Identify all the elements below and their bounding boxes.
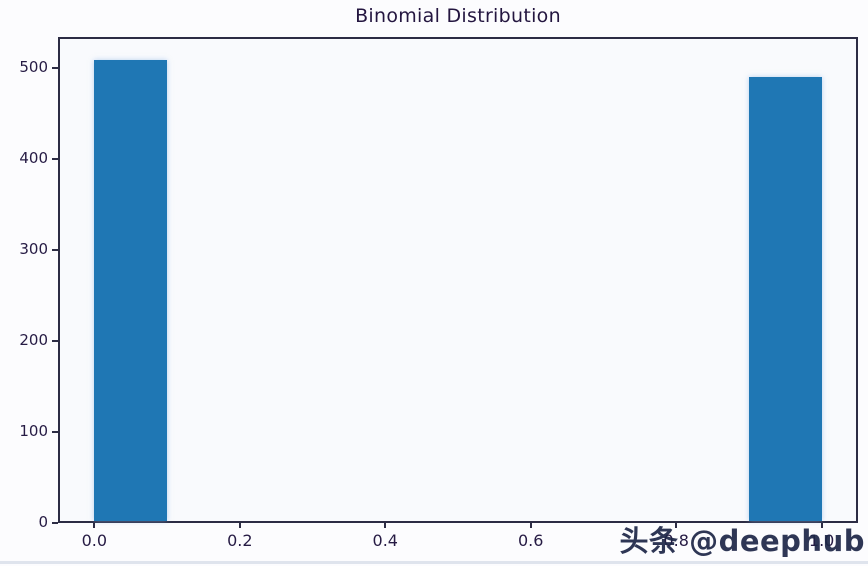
y-axis-tick-label: 200 xyxy=(19,331,48,350)
y-axis-tick xyxy=(52,158,58,161)
y-axis-tick-label: 300 xyxy=(19,240,48,259)
x-axis-tick-label: 0.0 xyxy=(81,531,108,550)
y-axis-tick-label: 500 xyxy=(19,58,48,77)
y-axis-tick-label: 400 xyxy=(19,149,48,168)
x-axis-tick-label: 1.0 xyxy=(808,531,835,550)
histogram-bar xyxy=(94,60,168,521)
x-axis-tick xyxy=(93,523,96,528)
y-axis-tick xyxy=(52,431,58,434)
y-axis-tick xyxy=(52,522,58,524)
x-axis-tick-label: 0.4 xyxy=(372,531,398,550)
y-axis-tick xyxy=(52,340,58,343)
x-axis-tick-label: 0.8 xyxy=(663,531,689,550)
y-axis-tick xyxy=(52,249,58,252)
x-axis-tick xyxy=(675,523,678,528)
x-axis-tick xyxy=(238,523,241,528)
y-axis-tick-label: 0 xyxy=(38,513,48,531)
x-axis-tick xyxy=(820,523,823,528)
y-axis-tick xyxy=(52,67,58,70)
chart-title: Binomial Distribution xyxy=(355,5,561,27)
x-axis-tick xyxy=(529,523,532,528)
watermark-text: 头条 @deephub xyxy=(619,524,865,558)
x-axis-tick xyxy=(384,523,387,528)
bottom-artifact-band xyxy=(0,561,868,564)
x-axis-tick-label: 0.6 xyxy=(517,531,544,550)
x-axis-tick-label: 0.2 xyxy=(227,531,253,550)
histogram-bar xyxy=(748,76,822,521)
plot-area xyxy=(58,37,858,523)
y-axis-tick-label: 100 xyxy=(19,422,48,441)
